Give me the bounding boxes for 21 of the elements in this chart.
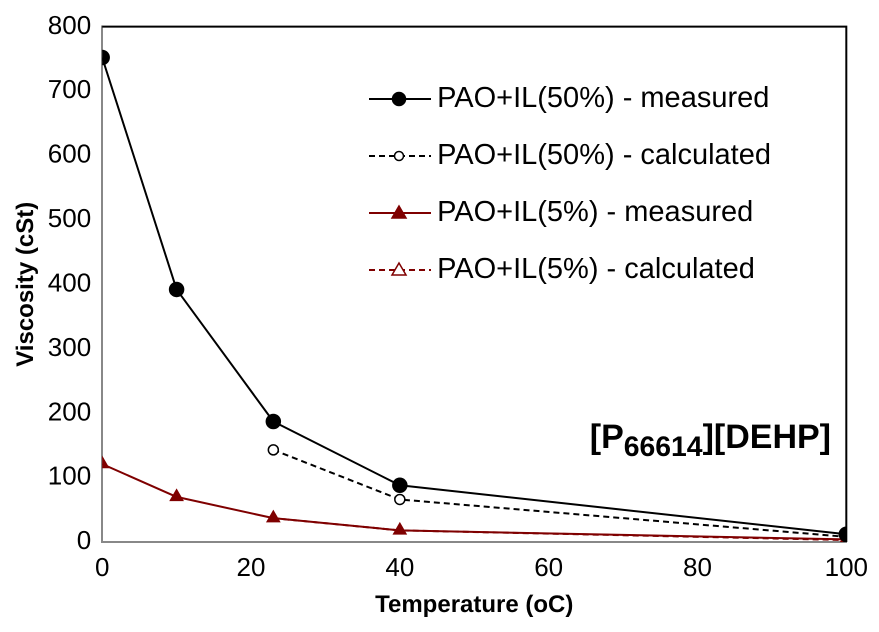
y-tick-label: 300 [48, 332, 92, 362]
y-axis-title: Viscosity (cSt) [12, 202, 40, 367]
x-axis-title: Temperature (oC) [375, 591, 574, 618]
x-tick-label: 80 [683, 552, 712, 582]
y-tick-label: 600 [48, 138, 92, 169]
y-tick-label: 700 [48, 74, 92, 104]
legend-label: PAO+IL(5%) - calculated [437, 253, 755, 286]
annotation: [P$_{66614}$][DEHP] [590, 418, 831, 464]
x-tick-label: 40 [385, 552, 414, 582]
x-tick-label: 60 [534, 552, 564, 582]
legend-label: PAO+IL(5%) - measured [437, 196, 754, 229]
y-tick-label: 500 [48, 203, 92, 234]
y-tick-label: 0 [76, 525, 92, 556]
legend-label: PAO+IL(50%) - calculated [437, 139, 771, 172]
x-tick-label: 20 [236, 552, 266, 582]
x-tick-label: 100 [824, 552, 868, 582]
y-tick-label: 800 [48, 10, 92, 40]
y-tick-label: 100 [48, 460, 92, 491]
legend-label: PAO+IL(50%) - measured [437, 82, 770, 115]
y-tick-label: 400 [48, 267, 92, 298]
y-tick-label: 200 [48, 396, 92, 426]
